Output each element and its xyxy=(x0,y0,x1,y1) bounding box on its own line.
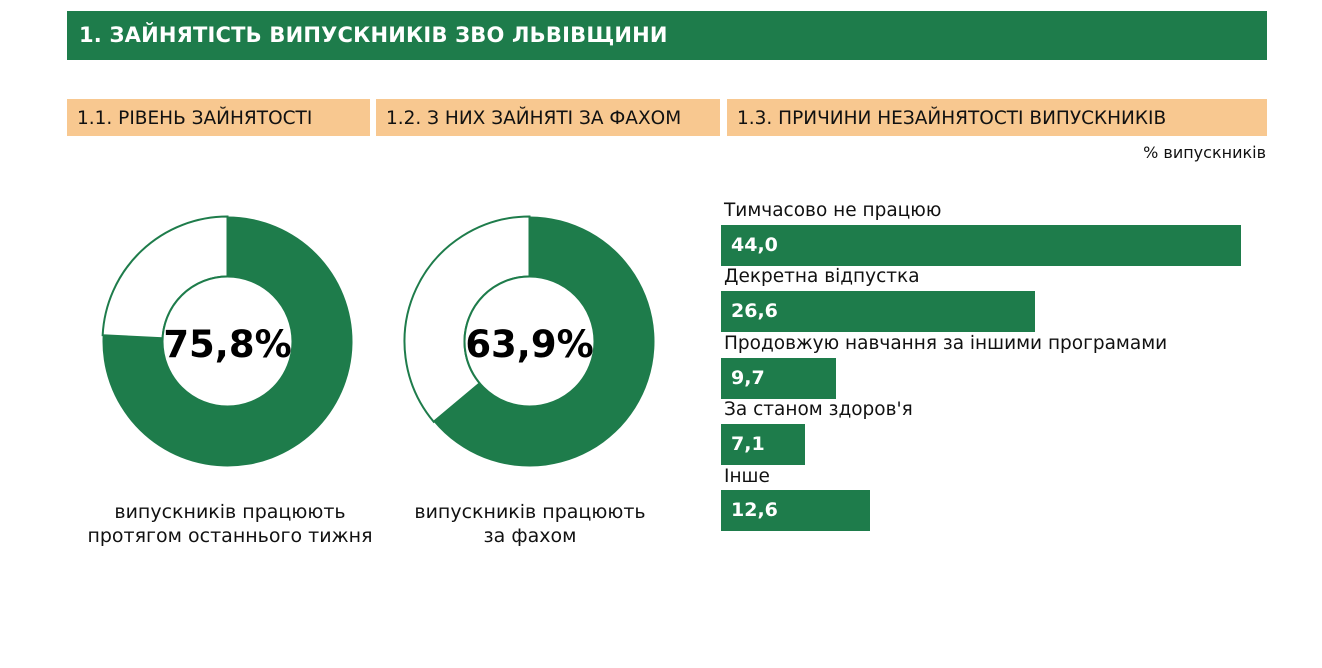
unit-label: % випускників xyxy=(1143,143,1266,162)
caption-line: за фахом xyxy=(483,525,577,547)
bar-value-label: 7,1 xyxy=(731,433,765,455)
caption-line: протягом останнього тижня xyxy=(87,525,373,547)
donut-hole xyxy=(463,275,596,408)
donut-chart-employment: 75,8% xyxy=(101,215,353,467)
section-header-employed-in-field: 1.2. З НИХ ЗАЙНЯТІ ЗА ФАХОМ xyxy=(376,99,720,136)
section-header-employment-level: 1.1. РІВЕНЬ ЗАЙНЯТОСТІ xyxy=(67,99,370,136)
donut-filled-segment xyxy=(102,216,353,467)
section-header-unemployment-reasons: 1.3. ПРИЧИНИ НЕЗАЙНЯТОСТІ ВИПУСКНИКІВ xyxy=(727,99,1267,136)
bar-label-health-reasons: За станом здоров'я xyxy=(724,399,913,420)
bar-value-label: 9,7 xyxy=(731,367,765,389)
caption-line: випускників працюють xyxy=(114,501,346,523)
page-title: 1. ЗАЙНЯТІСТЬ ВИПУСКНИКІВ ЗВО ЛЬВІВЩИНИ xyxy=(67,11,1267,60)
donut-hole xyxy=(161,275,294,408)
bar-value-label: 26,6 xyxy=(731,300,778,322)
donut-chart-employed-in-field: 63,9% xyxy=(403,215,655,467)
donut-filled-segment xyxy=(433,216,655,467)
donut-center-label: 75,8% xyxy=(163,323,291,366)
donut-caption-employed-in-field: випускників працюють за фахом xyxy=(380,500,680,548)
bar-health-reasons: 7,1 xyxy=(721,424,805,465)
bar-continuing-studies: 9,7 xyxy=(721,358,836,399)
bar-maternity-leave: 26,6 xyxy=(721,291,1035,332)
donut-caption-employment: випускників працюють протягом останнього… xyxy=(75,500,385,548)
caption-line: випускників працюють xyxy=(414,501,646,523)
bar-value-label: 44,0 xyxy=(731,234,778,256)
donut-center-label: 63,9% xyxy=(465,323,593,366)
bar-temporarily-not-working: 44,0 xyxy=(721,225,1241,266)
bar-label-temporarily-not-working: Тимчасово не працюю xyxy=(724,200,942,221)
bar-value-label: 12,6 xyxy=(731,499,778,521)
bar-label-continuing-studies: Продовжую навчання за іншими програмами xyxy=(724,333,1168,354)
bar-label-other: Інше xyxy=(724,466,770,487)
bar-label-maternity-leave: Декретна відпустка xyxy=(724,266,920,287)
bar-other: 12,6 xyxy=(721,490,870,531)
